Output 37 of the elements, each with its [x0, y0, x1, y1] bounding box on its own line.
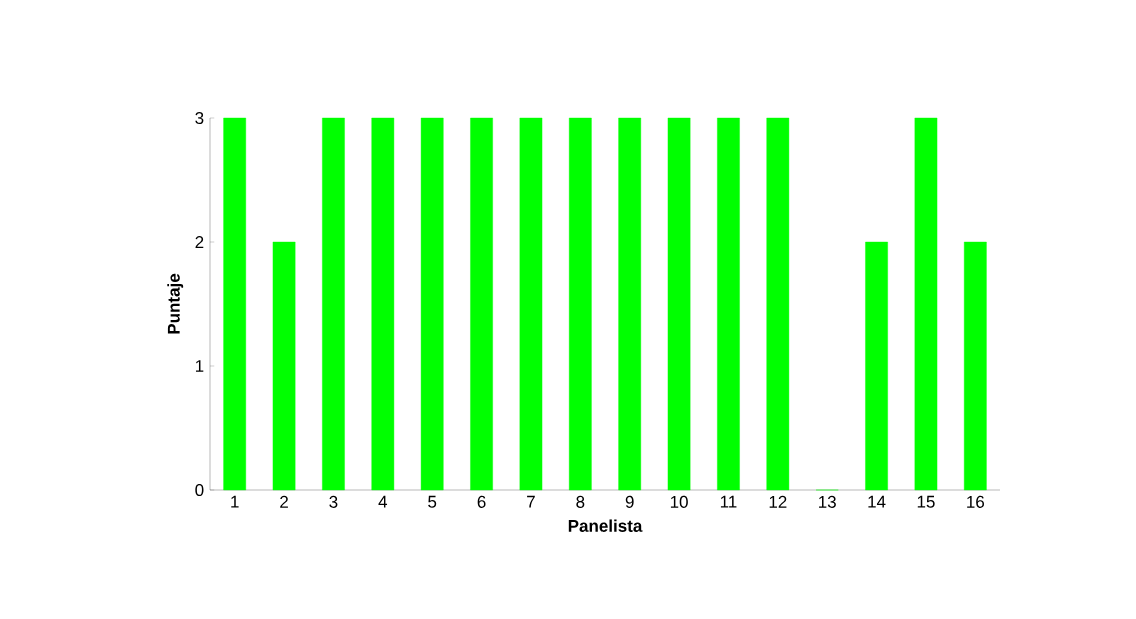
bar: [569, 117, 592, 491]
bar: [420, 117, 444, 491]
bar: [667, 117, 691, 491]
x-tick-label: 9: [625, 495, 634, 508]
bar: [618, 117, 641, 491]
bar: [272, 241, 296, 491]
x-tick-label: 15: [917, 495, 935, 508]
x-tick-label: 11: [720, 495, 737, 508]
x-tick-label: 8: [576, 495, 585, 508]
y-axis-title: Puntaje: [167, 273, 184, 334]
x-tick-label: 6: [477, 495, 486, 508]
bar: [914, 117, 938, 491]
x-tick-label: 16: [967, 495, 985, 508]
bar: [766, 117, 790, 491]
x-tick-label: 10: [670, 495, 688, 508]
x-tick-label: 12: [769, 495, 787, 508]
bar: [717, 117, 740, 491]
x-tick-label: 2: [280, 495, 288, 508]
y-tick-label: 3: [195, 111, 204, 125]
bar: [223, 117, 246, 491]
x-tick-label: 14: [868, 495, 886, 508]
bar: [470, 117, 493, 491]
y-tick-label: 0: [195, 483, 204, 497]
x-tick-label: 13: [819, 495, 836, 508]
y-tick-label: 2: [195, 236, 204, 248]
x-tick-label: 7: [527, 495, 535, 508]
x-tick-label: 5: [428, 495, 437, 508]
x-tick-label: 3: [329, 495, 338, 508]
bar: [964, 241, 987, 491]
x-tick-label: 4: [378, 495, 388, 508]
bar: [865, 241, 888, 491]
bar: [322, 117, 345, 491]
x-tick-label: 1: [231, 495, 239, 508]
bar: [519, 117, 543, 491]
bar: [371, 117, 395, 491]
x-axis-title: Panelista: [568, 519, 643, 532]
y-tick-label: 1: [195, 360, 204, 372]
